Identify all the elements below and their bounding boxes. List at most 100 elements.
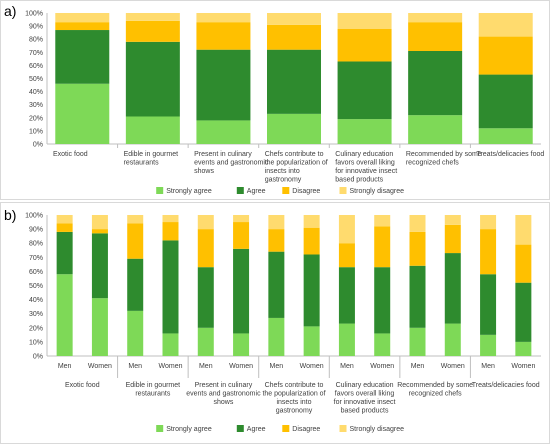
chart-b-legend-label: Strongly agree (166, 426, 212, 433)
chart-a-ytick-label: 100% (25, 11, 43, 18)
chart-a-bar-segment (408, 115, 463, 144)
chart-a-category-label: Recommended by some recognized chefs (406, 151, 482, 167)
chart-b-bar-segment (444, 253, 461, 324)
chart-a-legend-label: Strongly agree (166, 188, 212, 195)
chart-a-category-label: Edible in gourmet restaurants (124, 151, 179, 167)
chart-b-bar-segment (197, 215, 214, 230)
chart-a-legend-label: Disagree (292, 188, 320, 195)
chart-b-group-label: Edible in gourmet restaurants (126, 382, 181, 398)
chart-b-legend-swatch (236, 425, 244, 432)
chart-b-bar-segment (127, 215, 144, 224)
chart-b-legend-label: Agree (247, 426, 266, 433)
chart-b-subcategory-label: Men (411, 363, 425, 370)
chart-b-bar-segment (162, 222, 179, 241)
chart-b-bar-segment (338, 243, 355, 268)
chart-a-ytick-label: 20% (29, 115, 43, 122)
chart-b-bar-segment (233, 222, 250, 249)
chart-b-plot: 0% 10% 20% 30% 40% 50% 60% 70% 80% 90% 100% Men Wome… (25, 213, 541, 433)
chart-a-bar-segment (408, 50, 463, 116)
chart-a-bar-segment (267, 113, 321, 144)
chart-b-bar-segment (515, 244, 532, 283)
chart-a-ytick-label: 90% (29, 24, 43, 31)
chart-b-ytick-label: 90% (29, 227, 43, 234)
chart-b-bar-segment (233, 215, 250, 223)
chart-b-bar-segment (515, 282, 532, 342)
chart-b-bar-segment (268, 317, 285, 356)
chart-a-ytick-label: 30% (29, 102, 43, 109)
chart-b-bar-segment (338, 215, 355, 244)
chart-a-ytick-label: 0% (33, 142, 43, 149)
chart-b-ytick-label: 100% (25, 213, 43, 220)
chart-b-bar-segment (374, 215, 391, 227)
chart-a-legend-label: Agree (247, 188, 266, 195)
chart-a-ytick-label: 10% (29, 128, 43, 135)
chart-b-bar-segment (303, 254, 320, 327)
chart-a-bar-segment (55, 83, 110, 144)
chart-b-bar-segment (162, 333, 179, 356)
chart-a-bar-segment (267, 49, 321, 114)
chart-a-bar-segment (125, 13, 180, 21)
chart-b-ytick-label: 20% (29, 325, 43, 332)
chart-b-ytick-label: 40% (29, 297, 43, 304)
chart-b-bar-segment (91, 229, 108, 234)
chart-b-bar-segment (162, 240, 179, 334)
chart-b-bar-segment (374, 267, 391, 334)
chart-b-group-label: Present in culinary events and gastronomi… (186, 382, 261, 406)
chart-a-legend-swatch (156, 187, 164, 194)
chart-b-bar-segment (162, 215, 179, 223)
chart-b-group-label: Exotic food (65, 382, 100, 389)
chart-b-bar-segment (409, 265, 426, 328)
chart-b-bar-segment (480, 229, 497, 275)
chart-b-bar-segment (127, 223, 144, 259)
chart-b-ytick-label: 50% (29, 283, 43, 290)
chart-b-subcategory-label: Men (481, 363, 495, 370)
chart-a-category-label: Chefs contribute to the popularization of… (265, 151, 328, 184)
chart-a-legend-label: Strongly disagree (350, 188, 405, 195)
chart-b-legend-swatch (282, 425, 290, 432)
chart-b-subcategory-label: Women (88, 363, 112, 370)
chart-b-legend-label: Disagree (292, 426, 320, 433)
chart-b-bar-segment (338, 267, 355, 324)
chart-a-bar-segment (267, 24, 321, 50)
chart-a-ytick-label: 40% (29, 89, 43, 96)
chart-a-category-label: Treats/delicacies food (476, 151, 544, 158)
chart-b-ytick-label: 70% (29, 255, 43, 262)
chart-b-legend-label: Strongly disagree (350, 426, 405, 433)
chart-b-bar-segment (303, 215, 320, 228)
chart-a-bar-segment (478, 74, 533, 129)
chart-a-bar-segment (196, 49, 251, 121)
chart-b-bar-segment (91, 215, 108, 230)
panel-a-label: a) (4, 3, 16, 19)
chart-a-ytick-label: 60% (29, 63, 43, 70)
chart-a-bar-segment (408, 13, 463, 23)
chart-b-bar-segment (444, 224, 461, 254)
chart-b-bar-segment (197, 327, 214, 356)
chart-a-bar-segment (478, 13, 533, 37)
chart-b-ytick-label: 60% (29, 269, 43, 276)
chart-a-bar-segment (196, 22, 251, 50)
chart-b-bar-segment (338, 323, 355, 356)
chart-a-bar-segment (125, 20, 180, 42)
chart-b-group-label: Recommended by some recognized chefs (397, 382, 473, 398)
chart-a-category-label: Present in culinary events and gastronomi… (194, 151, 269, 175)
chart-a-bar-segment (125, 41, 180, 117)
chart-b-bar-segment (374, 333, 391, 356)
chart-b-subcategory-label: Men (58, 363, 72, 370)
chart-b-bar-segment (303, 227, 320, 255)
chart-b-bar-segment (444, 215, 461, 225)
chart-a-ytick-label: 70% (29, 50, 43, 57)
chart-a-plot: 0% 10% 20% 30% 40% 50% 60% 70% 80% 90% 100% Exotic … (25, 11, 544, 196)
chart-b-bar-segment (268, 251, 285, 318)
chart-a-ytick-label: 50% (29, 76, 43, 83)
chart-a-category-label: Culinary education favors overall liking f… (335, 151, 397, 184)
chart-a-bar-segment (55, 22, 110, 31)
chart-a-bar-segment (478, 128, 533, 144)
chart-b-bar-segment (409, 327, 426, 356)
chart-b-subcategory-label: Women (511, 363, 535, 370)
chart-b-bar-segment (56, 274, 73, 356)
chart-a-legend-swatch (236, 187, 244, 194)
chart-a-bar-segment (55, 30, 110, 84)
chart-b-bar-segment (515, 341, 532, 356)
chart-b-bar-segment (480, 334, 497, 356)
